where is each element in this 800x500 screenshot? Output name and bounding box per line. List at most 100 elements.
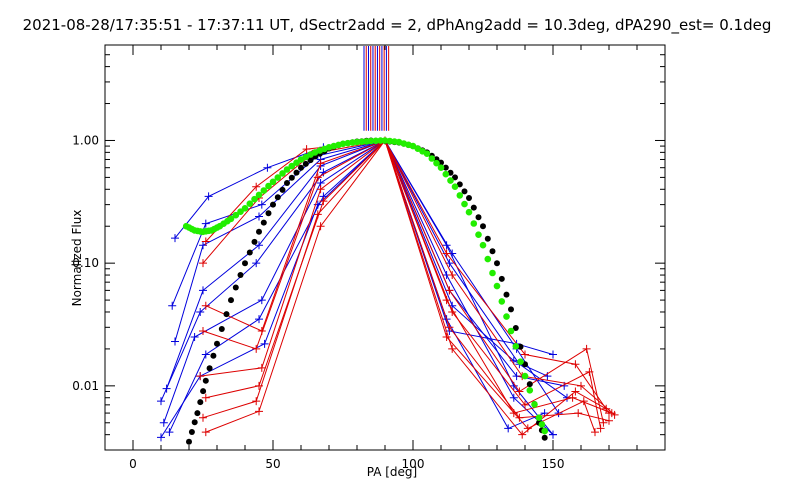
fit-point [274, 174, 282, 181]
data-point [255, 212, 263, 221]
fit-point [269, 178, 277, 186]
data-point [263, 163, 272, 172]
data-point [445, 323, 454, 332]
fit-point [241, 205, 249, 212]
fit-point [206, 365, 213, 372]
series-line [160, 139, 554, 438]
fit-point [246, 200, 254, 207]
x-tick-label: 100 [402, 457, 425, 471]
fit-point [293, 169, 300, 176]
y-tick-label: 0.01 [72, 379, 99, 393]
fit-point [237, 272, 244, 278]
series-4 [157, 136, 569, 406]
series-line [202, 139, 596, 433]
fit-point [270, 201, 276, 208]
fit-point [218, 326, 225, 332]
series-12 [196, 136, 605, 433]
series-line [174, 139, 568, 399]
fit-point [279, 170, 286, 177]
fit-point [493, 282, 501, 290]
fit-point [503, 291, 510, 298]
data-point [199, 413, 207, 422]
data-point [579, 397, 588, 406]
data-point [571, 360, 580, 369]
fit-point [358, 138, 366, 145]
data-point [448, 307, 457, 316]
data-point [445, 286, 454, 295]
fit-point [538, 421, 546, 428]
fit-point [279, 186, 286, 193]
fit-point [489, 248, 496, 255]
series-line [205, 139, 610, 414]
fit-point [353, 138, 361, 146]
fit-point [265, 182, 272, 190]
data-point [316, 185, 325, 194]
data-point [159, 418, 168, 427]
data-point [199, 286, 207, 295]
fit-point [339, 140, 347, 148]
fit-point [197, 399, 204, 406]
fit-point [210, 352, 217, 359]
fit-point [480, 223, 486, 230]
data-point [257, 363, 266, 372]
data-point [201, 237, 210, 246]
fit-point [508, 306, 514, 313]
vertical-marks-layer [363, 46, 390, 131]
fit-point [442, 170, 450, 178]
series-line [160, 139, 565, 402]
fit-point [447, 177, 454, 184]
fit-point [202, 377, 209, 384]
fit-point [260, 187, 268, 194]
data-point [605, 416, 613, 425]
fit-point [470, 220, 478, 227]
fit-point [423, 150, 431, 157]
y-axis-label: Normalized Flux [70, 210, 84, 307]
fit-point [246, 249, 253, 256]
data-point [518, 430, 527, 439]
data-point [201, 428, 210, 437]
data-point [196, 372, 205, 381]
data-point [257, 200, 266, 209]
data-point [574, 409, 583, 418]
fit-point [437, 164, 445, 171]
fit-point [526, 387, 534, 394]
data-point [504, 424, 513, 433]
fit-point [433, 159, 440, 167]
fit-point [381, 137, 389, 144]
data-point [255, 241, 263, 250]
fit-point [512, 325, 519, 331]
data-point [201, 301, 210, 310]
data-point [313, 210, 322, 219]
fit-point [227, 215, 235, 223]
fit-point [191, 419, 198, 426]
data-point [602, 404, 611, 413]
data-point [596, 424, 605, 433]
data-point [599, 418, 608, 427]
data-point [313, 173, 322, 182]
fit-point [302, 160, 309, 167]
data-point [260, 339, 269, 348]
series-line [168, 139, 545, 433]
fit-point [372, 137, 380, 145]
data-point [515, 413, 524, 422]
fit-point [512, 343, 520, 350]
data-point [549, 430, 557, 439]
fit-point [186, 438, 192, 445]
y-tick-label: 0.10 [72, 256, 99, 270]
fit-point [507, 327, 515, 335]
fit-point [531, 401, 538, 408]
fit-point [456, 181, 463, 188]
fit-point [503, 313, 510, 320]
fit-point [188, 429, 195, 435]
series-line [163, 139, 548, 423]
fit-point [484, 235, 491, 242]
data-point [252, 397, 261, 406]
fit-point [475, 214, 482, 221]
x-tick-label: 50 [265, 457, 280, 471]
fit-point [517, 358, 524, 366]
fit-point [442, 164, 449, 171]
fit-point [200, 388, 207, 395]
series-6 [165, 136, 549, 437]
fit-point [526, 381, 533, 388]
fit-point [475, 231, 482, 238]
